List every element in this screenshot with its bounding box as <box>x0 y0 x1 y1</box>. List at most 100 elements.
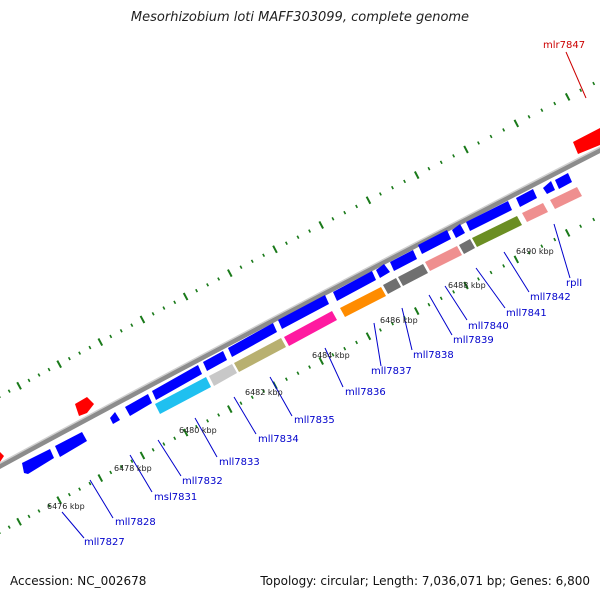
gene-arrow-red-small[interactable] <box>75 397 94 416</box>
tick-mark <box>592 217 596 222</box>
tick-mark <box>285 241 288 246</box>
gene-label-mll7833[interactable]: mll7833 <box>219 457 260 468</box>
gene-block-darkgray-1[interactable] <box>383 278 401 294</box>
gene-block-pink-1[interactable] <box>425 246 462 271</box>
genome-backbone <box>0 147 600 469</box>
gene-label-mll7842[interactable]: mll7842 <box>530 292 571 303</box>
tick-mark <box>37 509 41 513</box>
gene-label-msl7831[interactable]: msl7831 <box>154 492 197 503</box>
gene-arrow-mll7840b[interactable] <box>452 224 465 238</box>
tick-mark <box>308 365 312 369</box>
tick-mark <box>463 281 469 290</box>
gene-arrow-mll7842[interactable] <box>516 189 537 207</box>
tick-mark <box>403 179 407 184</box>
gene-label-mll7827[interactable]: mll7827 <box>84 537 125 548</box>
tick-mark <box>502 264 506 268</box>
tick-mark <box>195 288 199 293</box>
tick-mark <box>527 251 531 255</box>
gene-label-mll7841[interactable]: mll7841 <box>506 308 547 319</box>
gene-arrow-mll7838[interactable] <box>376 264 390 278</box>
gene-arrow-mll7827[interactable] <box>22 449 54 474</box>
gene-label-mll7838[interactable]: mll7838 <box>413 350 454 361</box>
gene-label-mll7840[interactable]: mll7840 <box>468 321 509 332</box>
tick-mark <box>452 290 456 294</box>
tick-mark <box>262 253 266 258</box>
gene-arrow-mll7841[interactable] <box>466 201 512 231</box>
tick-mark <box>97 338 104 347</box>
tick-mark <box>513 119 520 128</box>
tick-mark <box>365 332 372 341</box>
gene-block-pink-2[interactable] <box>522 203 548 222</box>
gene-label-mll7837[interactable]: mll7837 <box>371 366 412 377</box>
gene-block-magenta[interactable] <box>284 311 337 346</box>
gene-block-olive[interactable] <box>472 216 522 247</box>
tick-mark <box>331 353 335 357</box>
gene-label-rplI[interactable]: rplI <box>566 278 582 289</box>
gene-label-mll7835[interactable]: mll7835 <box>294 415 335 426</box>
gene-block-darkgray-2[interactable] <box>398 264 428 286</box>
tick-mark <box>239 265 243 269</box>
tick-mark <box>318 356 324 365</box>
gene-arrow-mll7837[interactable] <box>333 271 376 301</box>
gene-arrow-mll7828[interactable] <box>55 432 87 457</box>
gene-block-orange[interactable] <box>340 287 386 317</box>
gene-arrow-mll7834[interactable] <box>203 351 227 371</box>
gene-arrow-mlr7847[interactable] <box>573 128 600 154</box>
gene-label-mll7828[interactable]: mll7828 <box>115 517 156 528</box>
gene-arrow-rpl-neighbor[interactable] <box>555 173 572 189</box>
gene-label-mll7836[interactable]: mll7836 <box>345 387 386 398</box>
gene-arrow-mll7833[interactable] <box>152 365 202 400</box>
tick-mark <box>250 259 254 264</box>
tick-mark <box>463 145 469 154</box>
gene-label-mll7832[interactable]: mll7832 <box>182 476 223 487</box>
tick-mark <box>540 108 544 113</box>
tick-mark <box>318 220 324 229</box>
gene-arrow-msl7831[interactable] <box>110 412 120 424</box>
tick-mark <box>296 371 300 375</box>
tick-mark <box>477 277 480 281</box>
kbp-label-6482: 6482 kbp <box>245 388 283 397</box>
gene-arrow-mll7836[interactable] <box>278 295 329 329</box>
gene-arrow-red-edge[interactable] <box>0 452 4 462</box>
tick-mark <box>502 128 506 132</box>
gene-arrow-mll7840[interactable] <box>418 230 451 254</box>
tick-mark <box>414 171 420 180</box>
tick-mark <box>378 328 382 332</box>
tick-mark <box>262 389 266 394</box>
tick-mark <box>7 389 11 393</box>
tick-mark <box>88 481 92 486</box>
tick-mark <box>343 346 347 351</box>
gene-arrow-mll7839[interactable] <box>390 250 417 271</box>
gene-block-pink-3[interactable] <box>550 187 582 209</box>
tick-mark <box>227 405 233 414</box>
tick-mark <box>553 101 557 106</box>
gene-label-mlr7847[interactable]: mlr7847 <box>543 40 585 51</box>
tick-mark <box>564 228 571 237</box>
gene-block-gray[interactable] <box>209 364 237 386</box>
gene-arrow-mll7832[interactable] <box>125 394 152 416</box>
kbp-label-6488: 6488 kbp <box>448 281 486 290</box>
gene-block-cyan[interactable] <box>155 377 211 414</box>
tick-mark <box>56 496 62 505</box>
gene-arrow-rplI[interactable] <box>543 181 555 194</box>
tick-mark <box>331 217 335 221</box>
inner-tick-track <box>0 217 596 534</box>
gene-block-darkgray-3[interactable] <box>459 239 475 254</box>
kbp-label-6484: 6484 kbp <box>312 351 350 360</box>
gene-arrow-mll7835[interactable] <box>228 323 277 357</box>
tick-mark <box>579 88 583 93</box>
tick-mark <box>130 459 134 463</box>
gene-label-mll7839[interactable]: mll7839 <box>453 335 494 346</box>
tick-mark <box>206 283 210 287</box>
tick-mark <box>78 487 82 491</box>
tick-mark <box>7 525 11 529</box>
gene-label-mll7834[interactable]: mll7834 <box>258 434 299 445</box>
tick-mark <box>296 235 300 239</box>
tick-mark <box>67 356 71 361</box>
gene-block-khaki[interactable] <box>234 338 286 372</box>
tick-mark <box>119 329 123 333</box>
tick-mark <box>414 307 420 316</box>
tick-mark <box>162 442 166 446</box>
tick-mark <box>16 517 22 526</box>
